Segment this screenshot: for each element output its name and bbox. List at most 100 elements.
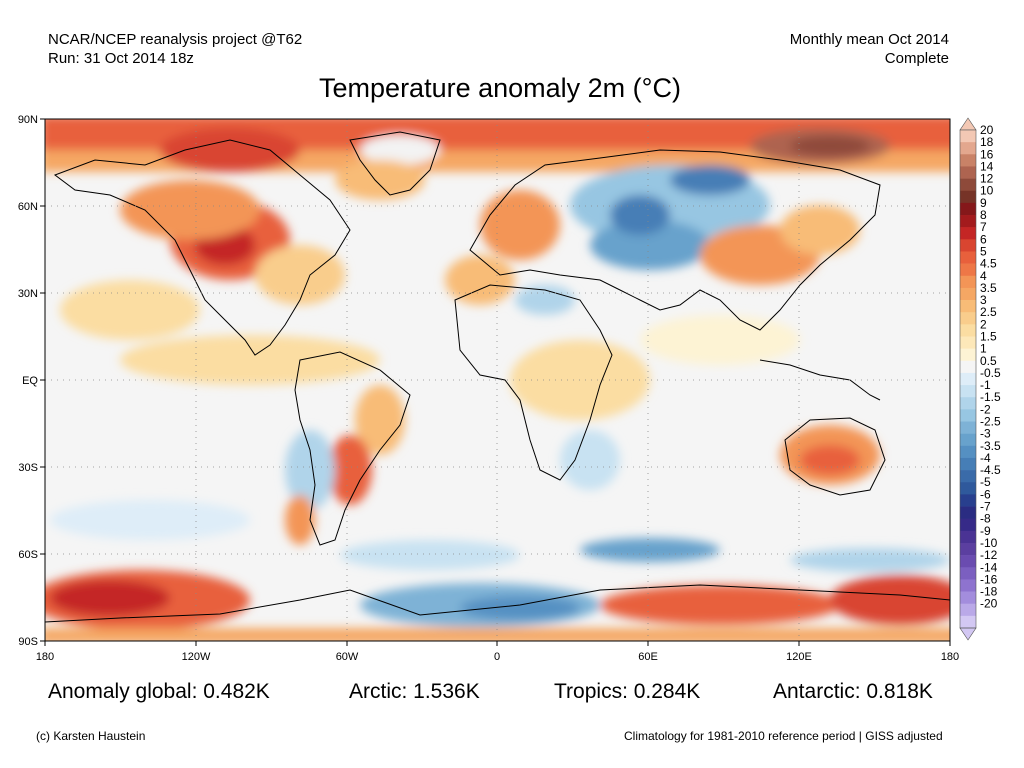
colorbar-swatch [960, 178, 976, 192]
colorbar-swatch [960, 555, 976, 568]
colorbar-swatch [960, 470, 976, 483]
africa-outline [454, 284, 613, 481]
colorbar-swatch [960, 421, 976, 434]
colorbar-label: -20 [980, 597, 998, 611]
colorbar-label: -4.5 [980, 463, 1001, 477]
colorbar-swatch [960, 530, 976, 544]
colorbar-label: -2 [980, 402, 991, 416]
colorbar-label: 20 [980, 123, 994, 137]
lon-label-60e: 60E [638, 651, 658, 663]
colorbar-label: -16 [980, 572, 998, 586]
colorbar-swatch [960, 457, 976, 471]
north-america-outline [53, 139, 351, 356]
stat-global: Anomaly global: 0.482K [48, 680, 270, 703]
eurasia-outline [469, 149, 881, 331]
lon-label-180e: 180 [941, 651, 959, 663]
stat-antarctic: Antarctic: 0.818K [773, 680, 933, 703]
south-america-outline [294, 351, 411, 546]
footer-note: Climatology for 1981-2010 reference peri… [624, 729, 943, 743]
lat-label-90n: 90N [18, 114, 38, 126]
indonesia-outline [759, 359, 881, 401]
colorbar-label: -8 [980, 512, 991, 526]
colorbar-swatch [960, 336, 976, 349]
colorbar-label: 1.5 [980, 329, 997, 343]
colorbar-label: 5 [980, 244, 987, 258]
colorbar-swatch [960, 603, 976, 617]
colorbar-label: 3 [980, 293, 987, 307]
colorbar-frame [959, 129, 977, 629]
run-label: Run: 31 Oct 2014 18z [48, 50, 194, 67]
colorbar-label: 4.5 [980, 257, 997, 271]
colorbar-swatch [960, 433, 976, 447]
colorbar-label: 14 [980, 159, 994, 173]
colorbar-label: -1 [980, 378, 991, 392]
colorbar-label: 12 [980, 172, 994, 186]
lat-label-60s: 60S [18, 549, 38, 561]
colorbar-label: 8 [980, 208, 987, 222]
colorbar-swatch [960, 287, 976, 301]
lat-label-90s: 90S [18, 636, 38, 648]
colorbar-swatch [960, 227, 976, 240]
colorbar-label: 9 [980, 196, 987, 210]
colorbar-label: 16 [980, 147, 994, 161]
colorbar-swatch [960, 591, 976, 605]
colorbar-swatch [960, 239, 976, 252]
antarctica-outline [45, 584, 950, 623]
colorbar-swatch [960, 397, 976, 410]
map-panel: 90N 60N 30N EQ 30S 60S 90S 180 120W 60W … [18, 114, 959, 663]
colorbar-swatch [960, 542, 976, 556]
colorbar-swatch [960, 300, 976, 313]
colorbar-label: -0.5 [980, 366, 1001, 380]
colorbar-swatch [960, 360, 976, 374]
colorbar-label: 18 [980, 135, 994, 149]
colorbar-swatch [960, 372, 976, 386]
lon-label-120e: 120E [786, 651, 812, 663]
colorbar-swatch [960, 385, 976, 398]
greenland-outline [349, 131, 441, 196]
colorbar-swatch [960, 579, 976, 592]
lon-label-0: 0 [494, 651, 500, 663]
lat-label-60n: 60N [18, 201, 38, 213]
colorbar-swatch [960, 518, 976, 532]
colorbar-swatch [960, 482, 976, 495]
colorbar-label: -14 [980, 560, 998, 574]
australia-outline [784, 417, 886, 496]
header-right: Monthly mean Oct 2014 Complete [790, 30, 949, 68]
colorbar-swatch [960, 202, 976, 216]
colorbar-swatch [960, 275, 976, 289]
graticule [45, 119, 950, 641]
colorbar-label: -5 [980, 475, 991, 489]
status-label: Complete [884, 50, 949, 67]
colorbar-label: 3.5 [980, 281, 997, 295]
colorbar-label: 7 [980, 220, 987, 234]
colorbar-label: -3 [980, 427, 991, 441]
colorbar-swatch [960, 506, 976, 519]
colorbar-label: -4 [980, 451, 991, 465]
colorbar-swatch [960, 190, 976, 204]
colorbar-swatch [960, 251, 976, 264]
colorbar-swatch [960, 142, 976, 155]
colorbar-swatch [960, 215, 976, 228]
colorbar-label: 0.5 [980, 354, 997, 368]
lon-label-180w: 180 [36, 651, 54, 663]
colorbar-label: 1 [980, 342, 987, 356]
lon-label-60w: 60W [336, 651, 359, 663]
colorbar-swatch [960, 567, 976, 580]
stat-arctic: Arctic: 1.536K [349, 680, 480, 703]
colorbar-swatch [960, 324, 976, 337]
colorbar: 201816141210987654.543.532.521.510.5-0.5… [959, 117, 1001, 641]
header-left: NCAR/NCEP reanalysis project @T62 Run: 3… [48, 30, 302, 68]
colorbar-label: 2.5 [980, 305, 997, 319]
colorbar-swatch [960, 130, 976, 143]
map-figure: 90N 60N 30N EQ 30S 60S 90S 180 120W 60W … [18, 114, 1001, 663]
stat-tropics: Tropics: 0.284K [554, 680, 701, 703]
lat-label-30n: 30N [18, 288, 38, 300]
colorbar-label: -2.5 [980, 415, 1001, 429]
colorbar-label: 4 [980, 269, 987, 283]
lat-label-eq: EQ [22, 375, 38, 387]
colorbar-swatch [960, 615, 976, 629]
colorbar-label: -7 [980, 500, 991, 514]
lat-ticks [40, 118, 951, 646]
coastlines [45, 131, 950, 623]
colorbar-swatch [960, 154, 976, 167]
